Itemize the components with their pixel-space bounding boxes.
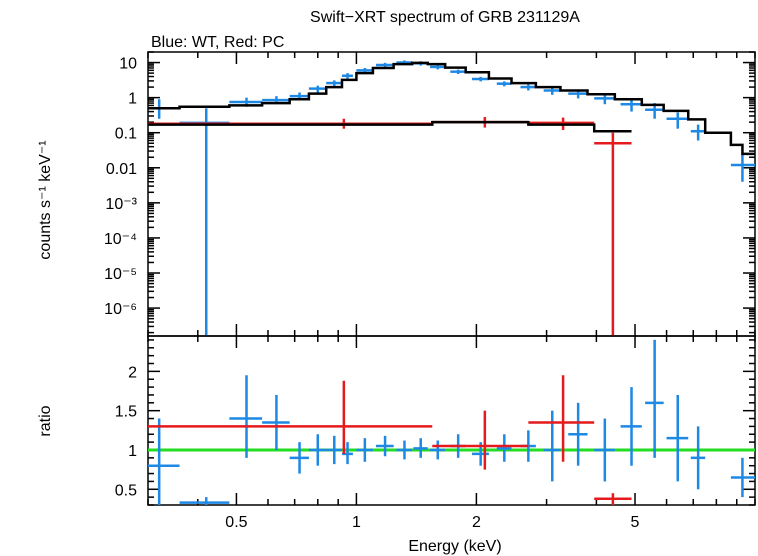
chart-subtitle: Blue: WT, Red: PC [151, 34, 284, 51]
wt-ratio-point [568, 402, 588, 466]
pc-model-line [148, 120, 632, 133]
wt-point [620, 98, 642, 112]
wt-ratio-point [496, 434, 512, 462]
wt-ratio-point [620, 387, 642, 466]
wt-ratio-point [730, 457, 755, 498]
y-tick-label: 10⁻⁵ [104, 266, 137, 283]
chart-title: Swift−XRT spectrum of GRB 231129A [310, 9, 580, 26]
wt-ratio-point [430, 440, 446, 460]
y-tick-label: 1 [128, 443, 137, 460]
wt-ratio-point [308, 434, 327, 466]
wt-ratio-point [262, 394, 290, 450]
wt-point [730, 153, 755, 182]
x-tick-label: 1 [352, 514, 361, 531]
wt-ratio-point [148, 418, 180, 505]
y-tick-label: 10⁻⁴ [104, 231, 137, 248]
wt-ratio-point [229, 375, 263, 458]
y-tick-label: 10⁻³ [105, 196, 137, 213]
wt-ratio-point [179, 497, 230, 505]
wt-ratio-point [396, 440, 413, 460]
x-axis-label: Energy (keV) [408, 538, 501, 555]
y-tick-label: 0.5 [115, 482, 137, 499]
wt-point [430, 64, 446, 70]
wt-point [543, 87, 561, 95]
wt-point [179, 108, 230, 336]
wt-ratio-point [376, 435, 394, 457]
wt-point [520, 84, 536, 91]
x-tick-label: 0.5 [225, 514, 247, 531]
spectrum-plot-frame [147, 51, 756, 337]
ratio-panel: 0.5 1 2 5 0.5 1 1.5 2 [115, 335, 756, 531]
wt-point [472, 76, 489, 82]
y-tick-label: 1.5 [115, 404, 137, 421]
y-tick-label: 2 [128, 364, 137, 381]
wt-ratio-point [413, 438, 428, 458]
wt-ratio-point [326, 435, 342, 465]
wt-point [341, 73, 353, 79]
x-tick-label: 2 [472, 514, 481, 531]
wt-ratio-point [289, 442, 309, 474]
y-tick-label: 0.01 [106, 161, 137, 178]
y-tick-label: 10⁻⁶ [104, 301, 137, 318]
wt-point [450, 69, 466, 75]
top-y-axis-label: counts s⁻¹ keV⁻¹ [37, 140, 54, 259]
ratio-plot-frame [147, 335, 756, 506]
wt-point [496, 81, 512, 87]
pc-ratio-point [594, 493, 632, 505]
wt-point [308, 85, 327, 93]
wt-ratio-point [645, 339, 664, 458]
pc-ratio-point [432, 410, 529, 470]
wt-ratio-point [690, 426, 706, 490]
y-tick-label: 1 [128, 91, 137, 108]
pc-ratio-point [148, 380, 433, 454]
spectrum-panel: 10 1 0.1 0.01 10⁻³ 10⁻⁴ 10⁻⁵ 10⁻⁶ [104, 51, 756, 337]
pc-ratio-point [528, 375, 595, 462]
wt-model-line [148, 61, 755, 156]
y-tick-label: 10 [119, 56, 137, 73]
wt-point [666, 112, 689, 129]
bottom-y-axis-label: ratio [37, 405, 54, 436]
wt-ratio-point [356, 438, 373, 462]
wt-point [690, 124, 706, 141]
x-tick-label: 5 [631, 514, 640, 531]
y-tick-label: 0.1 [115, 126, 137, 143]
wt-ratio-point [594, 418, 615, 482]
wt-point [326, 80, 342, 87]
pc-point [594, 132, 632, 336]
wt-ratio-point [666, 394, 689, 482]
